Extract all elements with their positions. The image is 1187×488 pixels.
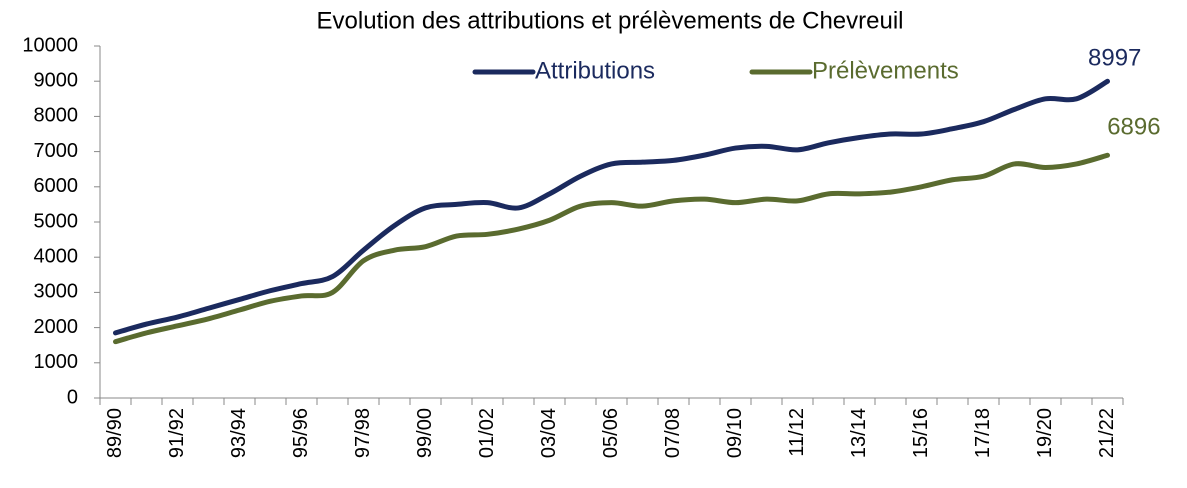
x-tick-label: 21/22 <box>1096 408 1118 458</box>
x-tick-label: 17/18 <box>972 408 994 458</box>
y-tick-label: 2000 <box>34 316 79 338</box>
chart-title: Evolution des attributions et prélèvemen… <box>317 7 904 34</box>
data-label: 8997 <box>1088 45 1141 72</box>
y-tick-label: 5000 <box>34 210 79 232</box>
x-tick-label: 19/20 <box>1034 408 1056 458</box>
y-tick-label: 8000 <box>34 105 79 127</box>
y-tick-label: 1000 <box>34 351 79 373</box>
x-tick-label: 09/10 <box>724 408 746 458</box>
x-tick-label: 13/14 <box>848 408 870 458</box>
x-tick-label: 11/12 <box>786 408 808 457</box>
x-tick-label: 89/90 <box>104 408 126 458</box>
x-tick-label: 03/04 <box>538 408 560 458</box>
x-tick-label: 95/96 <box>290 408 312 458</box>
x-tick-label: 93/94 <box>228 408 250 458</box>
data-label: 6896 <box>1107 114 1160 141</box>
x-tick-label: 05/06 <box>600 408 622 458</box>
y-tick-label: 7000 <box>34 140 79 162</box>
y-tick-label: 0 <box>67 386 78 408</box>
line-series <box>113 78 1110 336</box>
x-tick-label: 15/16 <box>910 408 932 458</box>
x-tick-label: 07/08 <box>662 408 684 458</box>
x-tick-label: 91/92 <box>166 408 188 458</box>
x-tick-label: 97/98 <box>352 408 374 458</box>
line-series <box>113 152 1110 345</box>
y-tick-label: 3000 <box>34 281 79 303</box>
y-tick-label: 6000 <box>34 175 79 197</box>
y-tick-label: 4000 <box>34 245 79 267</box>
y-tick-label: 10000 <box>22 34 78 56</box>
x-tick-label: 99/00 <box>414 408 436 458</box>
x-tick-label: 01/02 <box>476 408 498 458</box>
legend-label: Prélèvements <box>812 57 959 84</box>
y-tick-label: 9000 <box>34 69 79 91</box>
legend-label: Attributions <box>535 57 655 84</box>
